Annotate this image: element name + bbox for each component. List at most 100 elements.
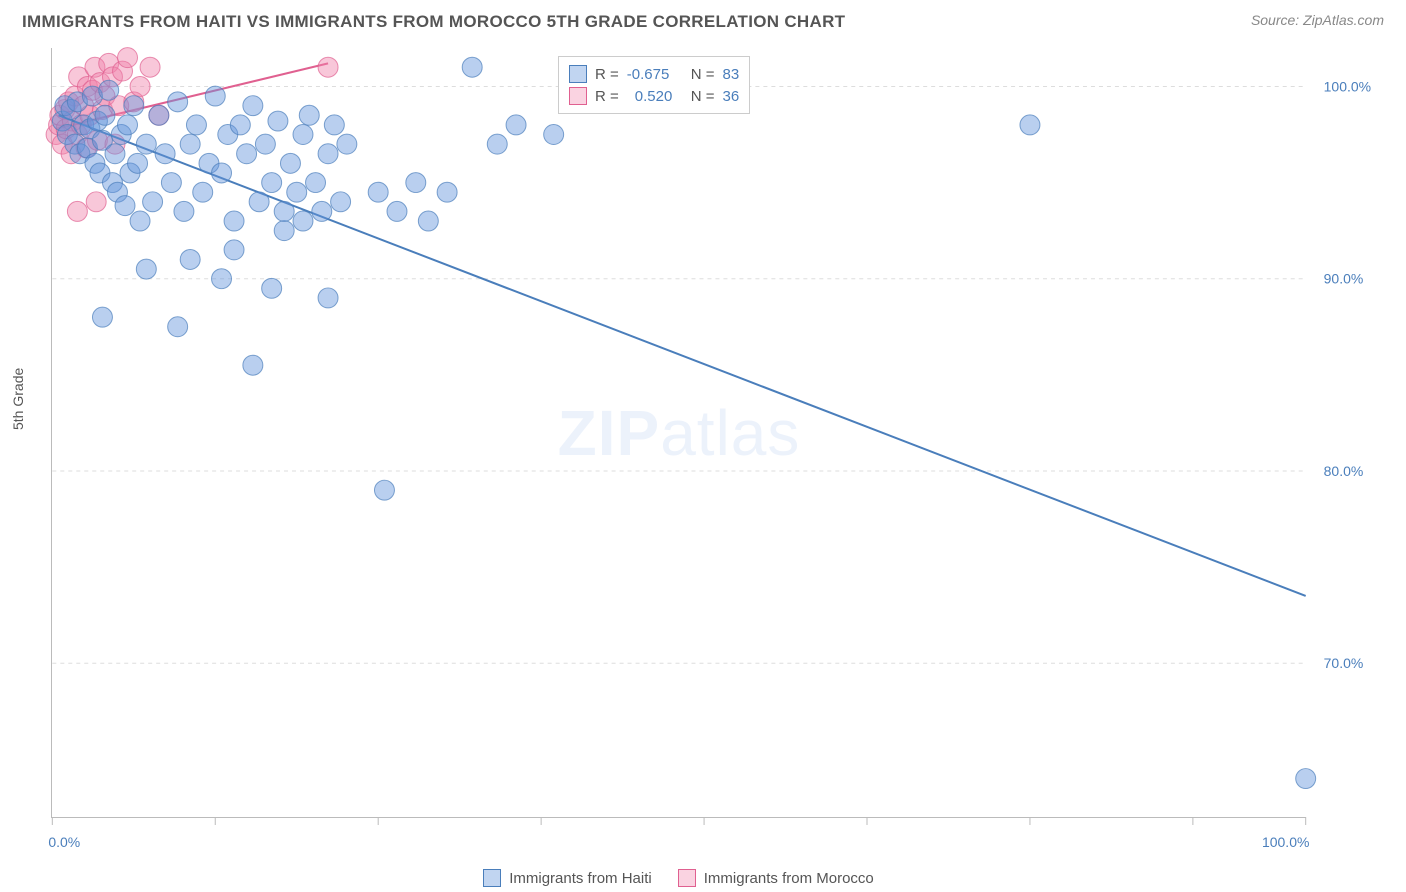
haiti-regression-line [59,115,1306,596]
haiti-point [262,278,282,298]
haiti-point [287,182,307,202]
haiti-point [318,144,338,164]
haiti-point [331,192,351,212]
y-axis-title: 5th Grade [10,368,26,430]
haiti-point [255,134,275,154]
morocco-point [140,57,160,77]
haiti-point [293,125,313,145]
haiti-point [437,182,457,202]
haiti-point [130,211,150,231]
haiti-point [212,163,232,183]
n-label: N = [691,66,715,83]
morocco-label: Immigrants from Morocco [704,870,874,887]
haiti-point [274,221,294,241]
haiti-point [368,182,388,202]
legend-row-haiti: R = -0.675 N = 83 [569,63,739,85]
haiti-point [168,317,188,337]
haiti-point [312,201,332,221]
haiti-point [268,111,288,131]
haiti-point [193,182,213,202]
morocco-point [318,57,338,77]
x-tick-label: 0.0% [48,834,80,850]
morocco-point [86,192,106,212]
haiti-point [224,240,244,260]
haiti-point [318,288,338,308]
haiti-point [544,125,564,145]
haiti-n-value: 83 [723,66,740,83]
haiti-point [243,355,263,375]
haiti-point [161,173,181,193]
r-label: R = [595,88,619,105]
haiti-r-value: -0.675 [627,66,683,83]
haiti-point [186,115,206,135]
haiti-point [99,80,119,100]
haiti-point [243,96,263,116]
r-label: R = [595,66,619,83]
haiti-point [418,211,438,231]
x-tick-label: 100.0% [1262,834,1309,850]
y-tick-label: 70.0% [1324,655,1364,671]
haiti-point [124,96,144,116]
swatch-pink-icon [569,87,587,105]
legend-item-haiti: Immigrants from Haiti [483,869,652,887]
swatch-blue-icon [483,869,501,887]
haiti-point [136,259,156,279]
haiti-point [1020,115,1040,135]
morocco-point [67,201,87,221]
morocco-r-value: 0.520 [627,88,683,105]
haiti-point [374,480,394,500]
haiti-point [136,134,156,154]
legend-item-morocco: Immigrants from Morocco [678,869,874,887]
haiti-point [180,249,200,269]
haiti-point [230,115,250,135]
haiti-point [205,86,225,106]
morocco-point [118,48,138,68]
haiti-point [118,115,138,135]
n-label: N = [691,88,715,105]
chart-title: IMMIGRANTS FROM HAITI VS IMMIGRANTS FROM… [22,12,845,32]
haiti-point [212,269,232,289]
haiti-point [92,307,112,327]
haiti-point [406,173,426,193]
haiti-point [237,144,257,164]
y-tick-label: 100.0% [1324,78,1371,94]
haiti-point [462,57,482,77]
swatch-pink-icon [678,869,696,887]
haiti-point [95,105,115,125]
haiti-label: Immigrants from Haiti [509,870,652,887]
scatter-svg: 70.0%80.0%90.0%100.0%0.0%100.0% [52,48,1306,817]
haiti-point [280,153,300,173]
haiti-point [1296,769,1316,789]
haiti-point [306,173,326,193]
source-label: Source: ZipAtlas.com [1251,12,1384,28]
legend-row-morocco: R = 0.520 N = 36 [569,85,739,107]
haiti-point [387,201,407,221]
haiti-point [262,173,282,193]
haiti-point [180,134,200,154]
y-tick-label: 80.0% [1324,463,1364,479]
correlation-legend: R = -0.675 N = 83 R = 0.520 N = 36 [558,56,750,114]
haiti-point [293,211,313,231]
haiti-point [299,105,319,125]
haiti-point [105,144,125,164]
haiti-point [224,211,244,231]
haiti-point [168,92,188,112]
haiti-point [155,144,175,164]
series-legend: Immigrants from Haiti Immigrants from Mo… [51,869,1306,887]
haiti-point [143,192,163,212]
morocco-point [130,76,150,96]
haiti-point [115,196,135,216]
y-tick-label: 90.0% [1324,271,1364,287]
morocco-n-value: 36 [723,88,740,105]
haiti-point [249,192,269,212]
haiti-point [128,153,148,173]
haiti-point [149,105,169,125]
haiti-point [337,134,357,154]
swatch-blue-icon [569,65,587,83]
haiti-point [174,201,194,221]
haiti-point [506,115,526,135]
haiti-point [324,115,344,135]
plot-area: 70.0%80.0%90.0%100.0%0.0%100.0% ZIPatlas [51,48,1306,818]
haiti-point [274,201,294,221]
haiti-point [487,134,507,154]
